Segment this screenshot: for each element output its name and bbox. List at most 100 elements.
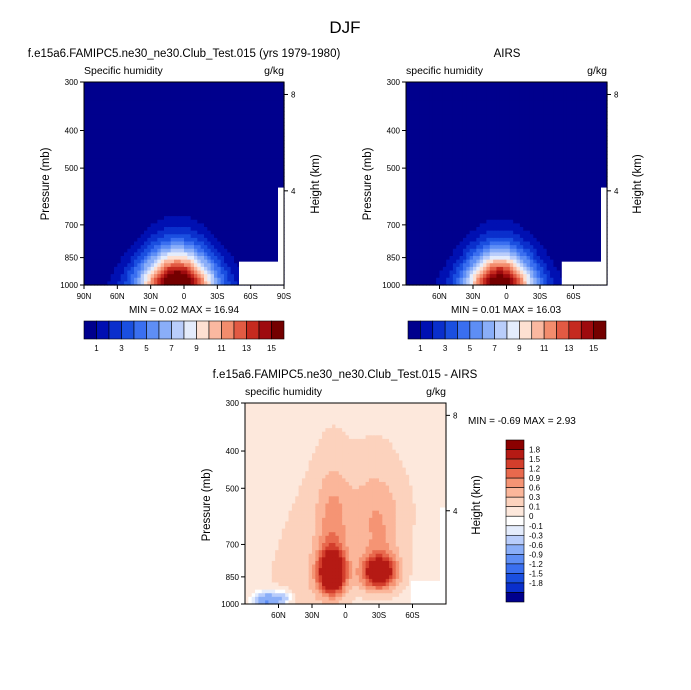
field-cell (97, 198, 102, 203)
field-cell (244, 111, 248, 116)
field-cell (442, 187, 447, 192)
field-cell (230, 237, 235, 243)
field-cell (174, 205, 178, 210)
x-tick-label: 30N (143, 292, 158, 301)
field-cell (260, 111, 265, 116)
field-cell (254, 143, 258, 148)
field-cell (456, 82, 461, 87)
field-cell (257, 121, 262, 127)
field-cell (416, 114, 420, 119)
field-cell (476, 96, 481, 101)
field-cell (469, 234, 474, 239)
field-cell (187, 179, 192, 185)
field-cell (409, 111, 414, 116)
field-cell (267, 121, 272, 127)
field-cell (170, 158, 175, 163)
field-cell (164, 96, 168, 101)
field-cell (429, 118, 434, 123)
field-cell (184, 140, 188, 145)
field-cell (160, 187, 165, 192)
field-cell (432, 129, 437, 134)
field-cell (134, 237, 138, 243)
field-cell (230, 248, 235, 253)
field-cell (247, 252, 252, 257)
field-cell (164, 111, 168, 116)
field-cell (473, 234, 477, 239)
field-cell (90, 259, 95, 264)
field-cell (466, 85, 471, 90)
field-cell (489, 187, 494, 192)
field-cell (449, 190, 454, 195)
field-cell (257, 198, 262, 203)
field-cell (207, 125, 212, 130)
field-cell (210, 92, 215, 98)
field-cell (416, 208, 420, 214)
field-cell (462, 230, 467, 235)
field-cell (479, 194, 484, 199)
field-cell (459, 212, 464, 217)
field-cell (134, 85, 138, 90)
field-cell (270, 234, 275, 239)
field-cell (462, 241, 467, 246)
field-cell (442, 121, 447, 127)
field-cell (426, 169, 431, 174)
field-cell (87, 248, 92, 253)
field-cell (104, 118, 108, 123)
field-cell (274, 237, 278, 243)
field-cell (150, 165, 155, 170)
field-cell (449, 129, 454, 134)
field-cell (104, 129, 108, 134)
y-tick-label: 500 (65, 164, 79, 173)
field-cell (177, 256, 182, 261)
field-cell (422, 208, 427, 214)
field-cell (412, 241, 417, 246)
field-cell (97, 270, 102, 275)
field-cell (406, 248, 410, 253)
field-cell (107, 114, 112, 119)
field-cell (429, 150, 434, 156)
field-cell (250, 161, 255, 166)
field-cell (280, 147, 285, 152)
field-cell (90, 161, 95, 166)
field-cell (150, 259, 155, 264)
field-cell (194, 183, 198, 188)
field-cell (154, 176, 158, 181)
field-cell (184, 96, 188, 101)
field-cell (214, 114, 218, 119)
field-cell (277, 136, 282, 141)
field-cell (409, 190, 414, 195)
field-cell (240, 212, 245, 217)
panel-model-ylabel-right: Height (km) (310, 154, 322, 214)
field-cell (234, 103, 238, 108)
field-cell (240, 241, 245, 246)
field-cell (409, 259, 414, 264)
field-cell (456, 252, 461, 257)
field-cell (114, 223, 118, 228)
field-cell (459, 194, 464, 199)
field-cell (257, 190, 262, 195)
field-cell (230, 179, 235, 185)
field-cell (167, 263, 172, 268)
field-cell (466, 82, 471, 87)
field-cell (456, 230, 461, 235)
field-cell (160, 172, 165, 177)
field-cell (180, 147, 185, 152)
field-cell (456, 212, 461, 217)
field-cell (130, 103, 135, 108)
field-cell (426, 111, 431, 116)
field-cell (456, 89, 461, 94)
field-cell (456, 176, 461, 181)
field-cell (469, 129, 474, 134)
field-cell (227, 208, 232, 214)
field-cell (426, 198, 431, 203)
field-cell (117, 237, 122, 243)
field-cell (234, 259, 238, 264)
field-cell (197, 140, 202, 145)
field-cell (204, 165, 208, 170)
field-cell (426, 212, 431, 217)
field-cell (224, 132, 228, 137)
field-cell (473, 158, 477, 163)
field-cell (204, 270, 208, 275)
field-cell (110, 107, 115, 112)
field-cell (124, 179, 128, 185)
